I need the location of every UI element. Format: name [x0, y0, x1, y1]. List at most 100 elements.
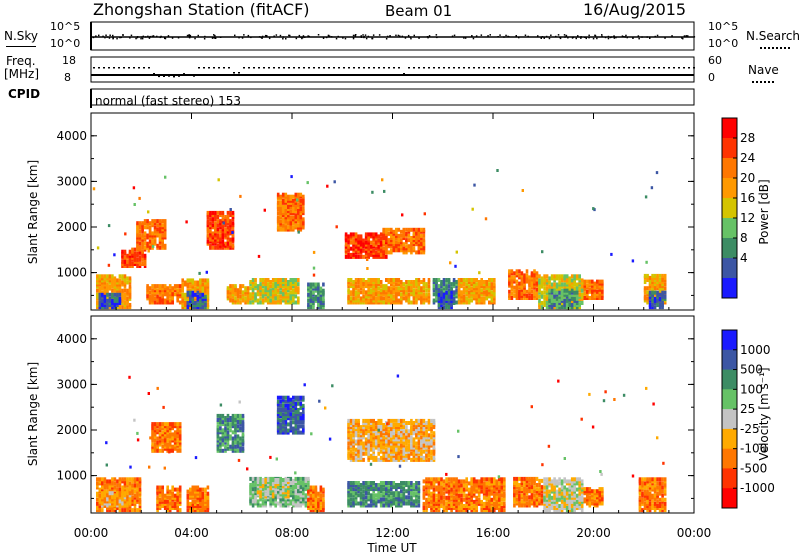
scatter-cell [219, 241, 222, 246]
scatter-cell [455, 280, 458, 284]
scatter-cell [166, 438, 169, 443]
scatter-cell [111, 508, 114, 513]
scatter-cell [349, 298, 353, 303]
scatter-cell [111, 292, 114, 297]
scatter-cell [151, 446, 154, 451]
scatter-cell [369, 288, 373, 293]
scatter-cell [279, 492, 282, 497]
scatter-cell [136, 251, 139, 256]
scatter-cell [297, 485, 300, 490]
scatter-cell [158, 491, 162, 496]
scatter-cell [477, 290, 481, 295]
scatter-cell [211, 213, 215, 217]
scatter-cell [186, 495, 190, 500]
nsearch-dot [140, 37, 142, 40]
scatter-cell [156, 298, 159, 303]
isolated-echo [449, 261, 452, 265]
scatter-cell [407, 227, 411, 232]
scatter-cell [161, 241, 164, 246]
scatter-cell [292, 497, 295, 502]
scatter-cell [103, 501, 107, 506]
scatter-cell [515, 291, 519, 296]
scatter-cell [287, 428, 290, 433]
scatter-cell [374, 278, 378, 282]
scatter-cell [309, 282, 313, 287]
scatter-cell [128, 262, 132, 266]
scatter-cell [563, 276, 566, 281]
scatter-cell [216, 413, 220, 418]
scatter-cell [392, 447, 396, 452]
scatter-cell [279, 286, 282, 291]
scatter-cell [113, 276, 117, 281]
scatter-cell [204, 499, 207, 504]
nave-dot [428, 67, 430, 69]
scatter-cell [287, 205, 290, 209]
scatter-cell [163, 440, 167, 445]
scatter-cell [535, 273, 539, 278]
nsearch-dot [211, 37, 214, 39]
scatter-cell [256, 486, 260, 491]
scatter-cell [284, 430, 288, 435]
scatter-cell [369, 447, 373, 452]
scatter-cell [565, 284, 569, 289]
scatter-cell [106, 497, 109, 502]
scatter-cell [319, 506, 323, 510]
scatter-cell [219, 221, 222, 226]
scatter-cell [387, 455, 391, 460]
scatter-cell [392, 290, 396, 295]
scatter-cell [651, 282, 654, 287]
scatter-cell [359, 445, 363, 450]
scatter-cell [158, 290, 162, 295]
scatter-cell [121, 305, 124, 310]
scatter-cell [354, 457, 358, 462]
scatter-cell [259, 296, 262, 301]
nave-dot [368, 67, 370, 69]
scatter-cell [287, 298, 290, 303]
scatter-cell [287, 209, 290, 214]
scatter-cell [362, 278, 365, 282]
scatter-cell [221, 416, 225, 420]
scatter-cell [201, 292, 205, 297]
scatter-cell [392, 418, 396, 423]
nave-dot [483, 67, 485, 69]
scatter-cell [385, 435, 388, 440]
scatter-cell [292, 219, 295, 224]
scatter-cell [357, 248, 360, 253]
isolated-echo [326, 184, 329, 188]
scatter-cell [211, 237, 215, 242]
nsearch-dot [144, 36, 147, 38]
scatter-cell [347, 298, 350, 303]
nsearch-dot [289, 34, 291, 37]
scatter-cell [274, 286, 277, 291]
scatter-cell [392, 284, 396, 289]
scatter-cell [364, 282, 368, 287]
scatter-cell [287, 292, 290, 297]
scatter-cell [274, 478, 277, 482]
scatter-cell [548, 284, 551, 289]
scatter-cell [221, 239, 225, 244]
scatter-cell [186, 489, 190, 494]
scatter-cell [176, 428, 179, 433]
scatter-cell [274, 300, 277, 305]
scatter-cell [108, 479, 112, 484]
scatter-cell [106, 292, 109, 297]
scatter-cell [181, 305, 184, 310]
scatter-cell [400, 238, 403, 243]
scatter-cell [520, 287, 524, 292]
scatter-cell [292, 294, 295, 299]
scatter-cell [369, 232, 373, 237]
scatter-cell [354, 425, 358, 430]
scatter-cell [171, 504, 174, 508]
nave-dot [163, 75, 165, 77]
scatter-cell [256, 284, 260, 289]
nave-dot [128, 67, 130, 69]
nsearch-dot [571, 37, 574, 39]
scatter-cell [387, 451, 391, 456]
scatter-cell [108, 305, 112, 310]
scatter-cell [173, 446, 177, 451]
scatter-cell [226, 229, 230, 234]
scatter-cell [357, 443, 360, 448]
scatter-cell [281, 501, 285, 506]
isolated-echo [423, 212, 426, 216]
scatter-cell [259, 497, 262, 502]
